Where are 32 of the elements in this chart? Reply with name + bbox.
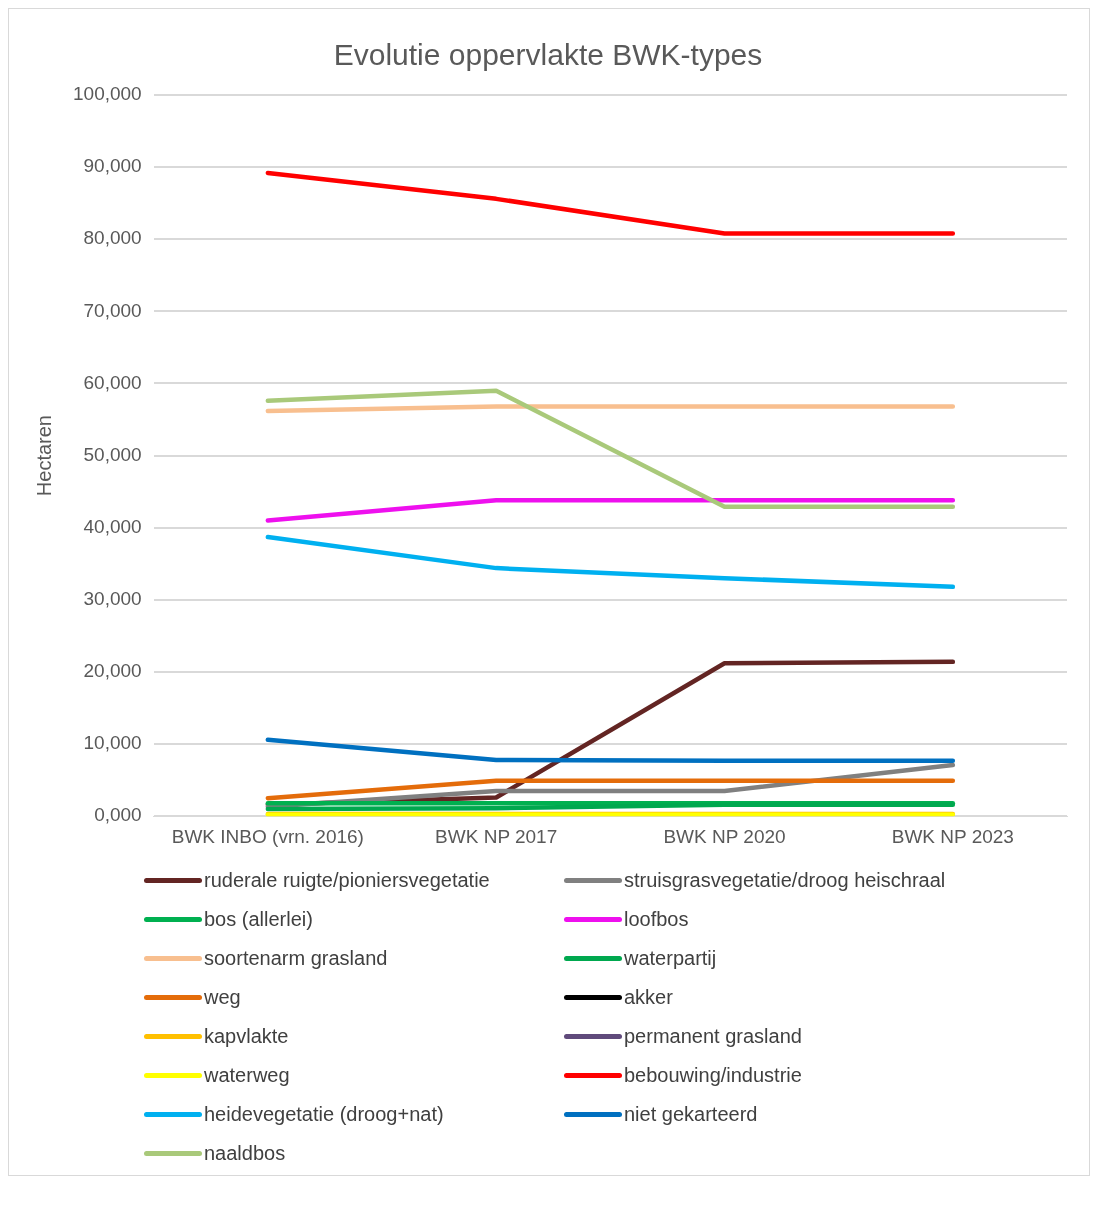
legend-label: bos (allerlei): [204, 908, 313, 931]
x-tick-label: BWK INBO (vrn. 2016): [171, 825, 364, 847]
legend-label: loofbos: [624, 908, 689, 931]
y-tick-label: 50,000: [83, 443, 142, 465]
legend-label: heidevegetatie (droog+nat): [204, 1103, 444, 1126]
legend-label: niet gekarteerd: [624, 1103, 758, 1126]
y-tick-label: 60,000: [83, 371, 142, 393]
legend-label: naaldbos: [204, 1142, 286, 1165]
x-tick-label: BWK NP 2023: [891, 825, 1014, 847]
legend-label: waterweg: [204, 1064, 290, 1087]
legend-label: kapvlakte: [204, 1025, 289, 1048]
legend-label: akker: [624, 986, 673, 1009]
legend-label: ruderale ruigte/pioniersvegetatie: [204, 869, 490, 892]
y-axis-title: Hectaren: [32, 415, 55, 497]
legend-label: struisgrasvegetatie/droog heischraal: [624, 869, 946, 892]
y-tick-label: 90,000: [83, 155, 142, 177]
y-tick-label: 10,000: [83, 732, 142, 754]
legend-label: waterpartij: [624, 947, 717, 970]
y-tick-label: 20,000: [83, 660, 142, 682]
y-tick-label: 30,000: [83, 588, 142, 610]
y-tick-label: 80,000: [83, 227, 142, 249]
x-tick-label: BWK NP 2017: [435, 825, 558, 847]
legend-label: soortenarm grasland: [204, 947, 388, 970]
x-tick-label: BWK NP 2020: [663, 825, 786, 847]
chart-title: Evolutie oppervlakte BWK-types: [333, 38, 763, 72]
legend-label: permanent grasland: [624, 1025, 802, 1048]
y-tick-label: 100,000: [72, 83, 142, 105]
y-tick-label: 0,000: [94, 804, 142, 826]
legend-label: bebouwing/industrie: [624, 1064, 802, 1087]
legend-label: weg: [204, 986, 241, 1009]
y-tick-label: 40,000: [83, 515, 142, 537]
y-tick-label: 70,000: [83, 299, 142, 321]
